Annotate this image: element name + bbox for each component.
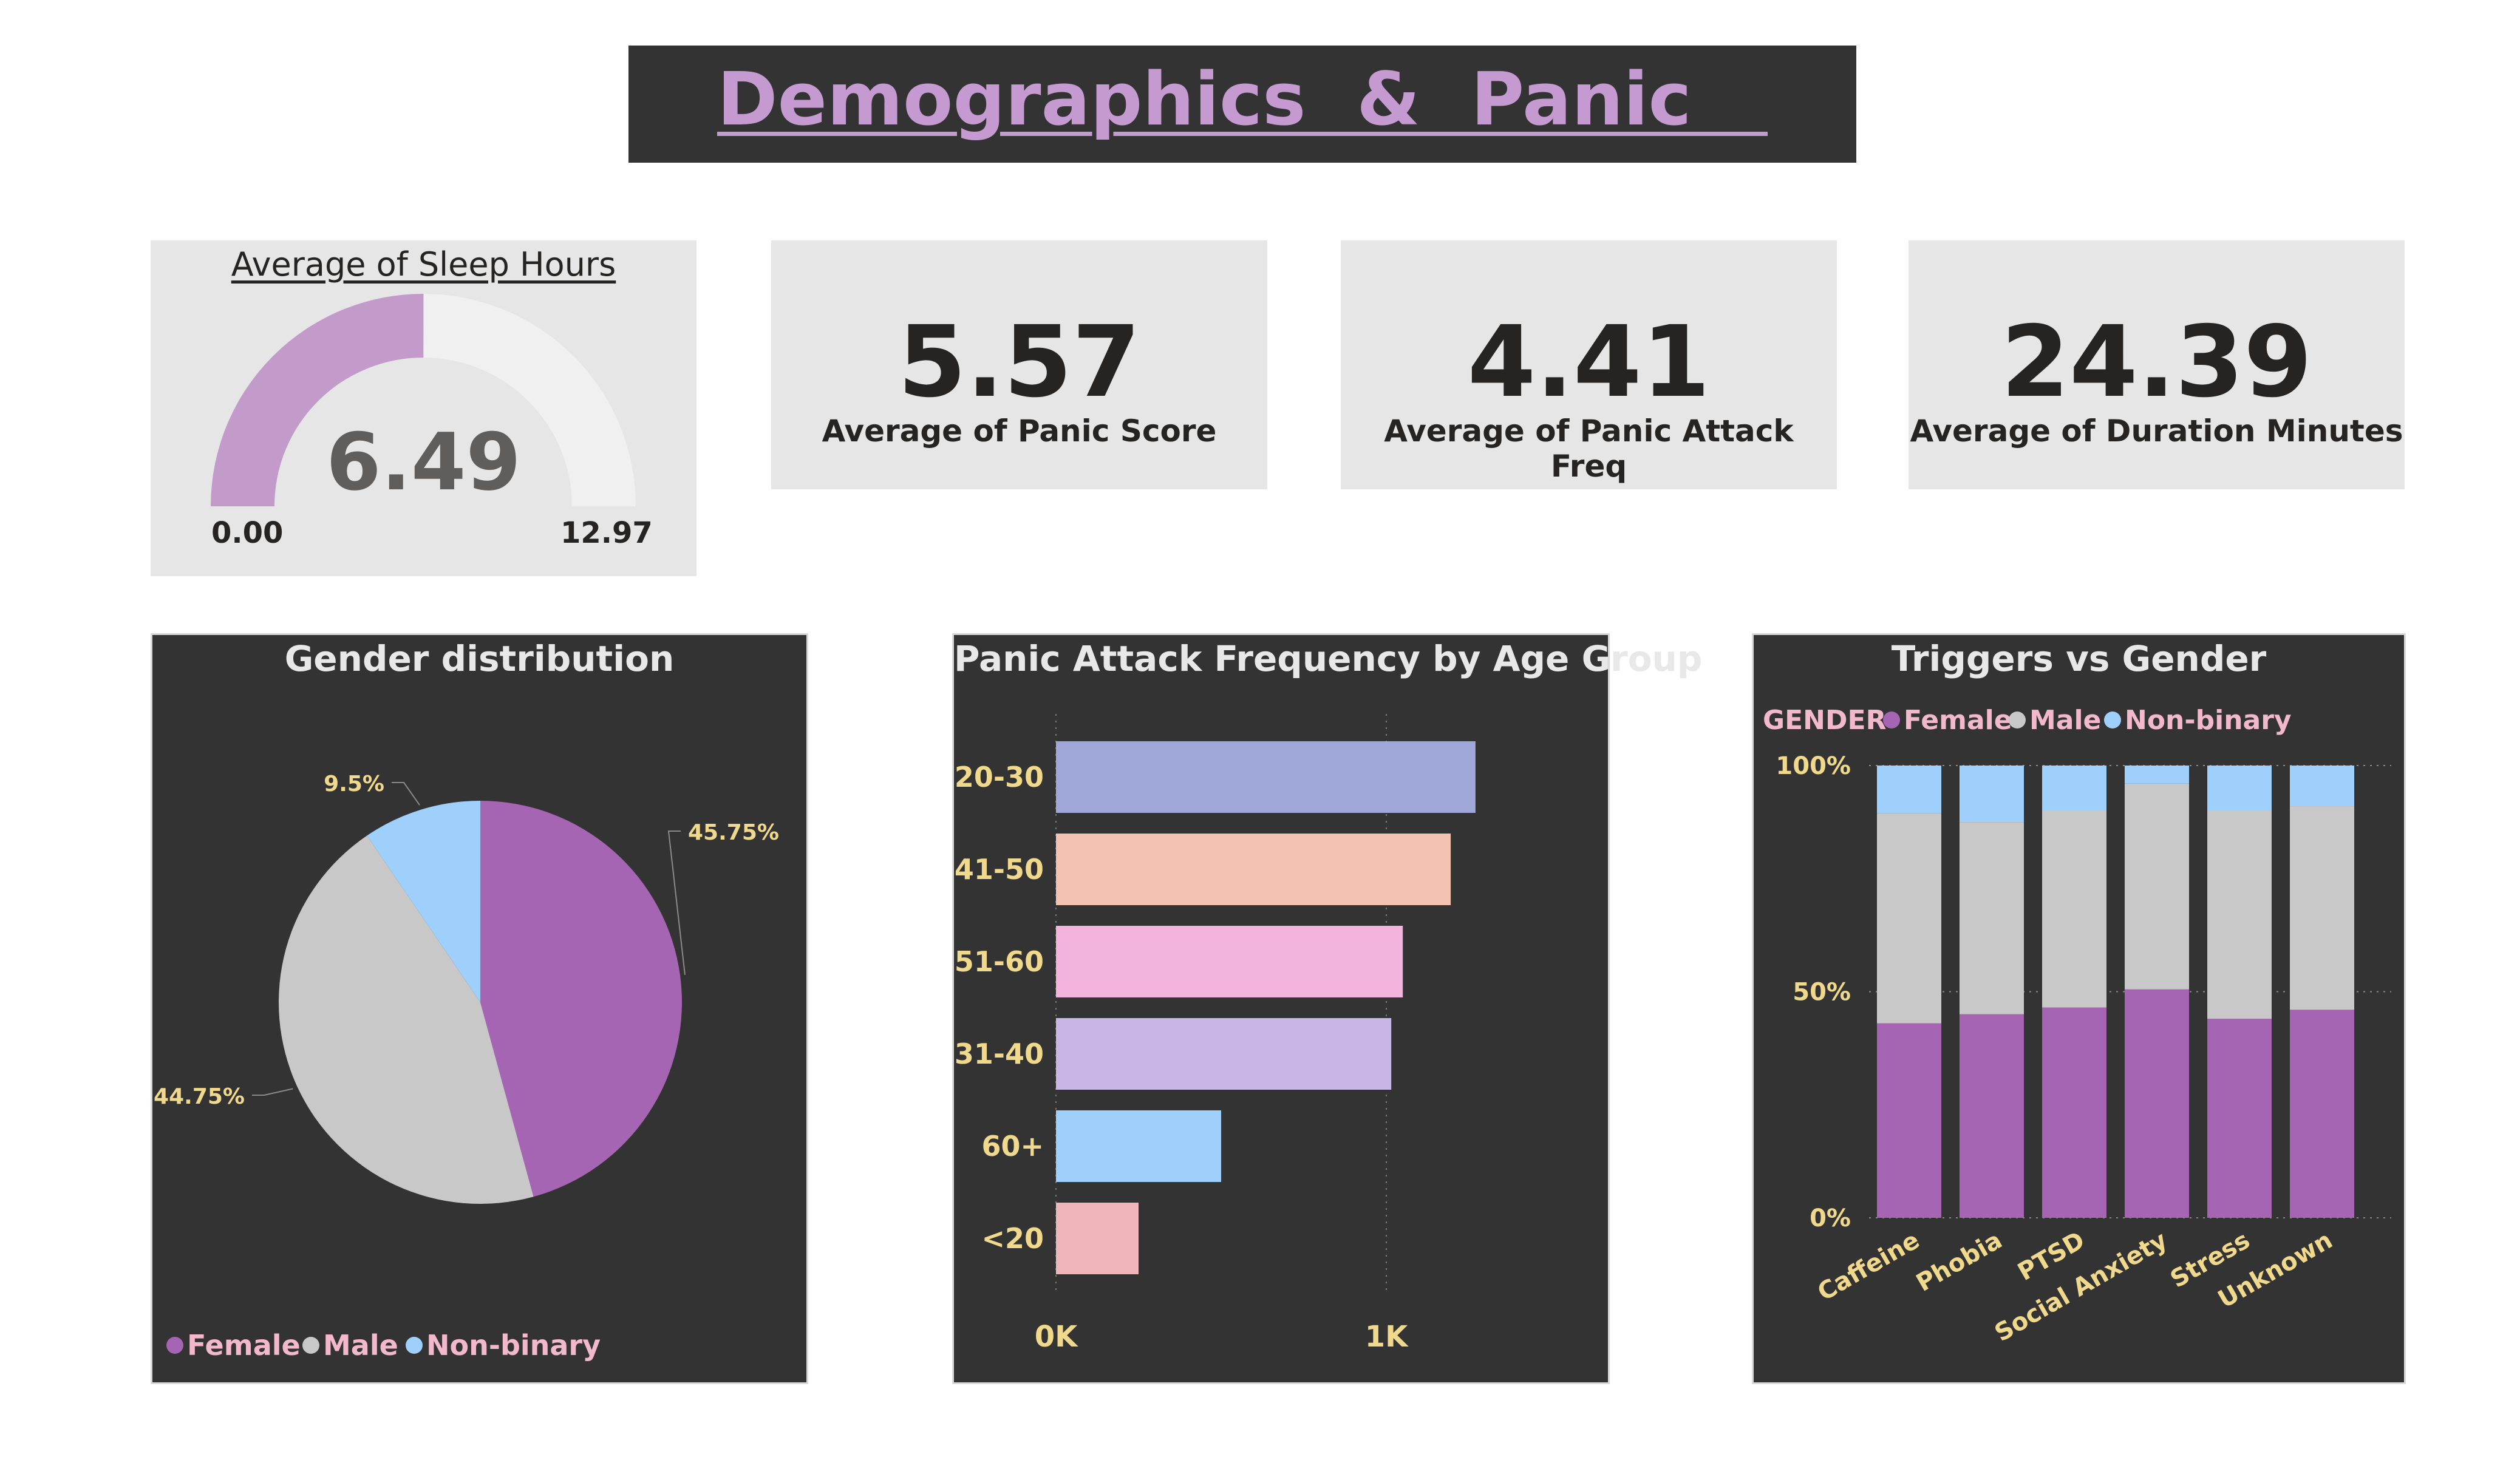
gender-distribution-panel[interactable]: Gender distribution 45.75% 44.75% 9.5% Fema…: [151, 633, 808, 1384]
bar-segment-female: [1877, 1023, 1941, 1218]
legend-marker: [166, 1337, 183, 1354]
pie-leader-line: [392, 782, 420, 806]
bar-segment-male: [1877, 813, 1941, 1024]
x-tick-label: Caffeine: [1813, 1226, 1924, 1306]
bar-<20: [1056, 1203, 1139, 1274]
bar-segment-female: [2290, 1010, 2354, 1218]
pie-leader-line: [252, 1088, 293, 1096]
stacked-bar-chart: GENDER Female Male Non-binary 0% 50% 100% Caffe…: [1763, 705, 2391, 1347]
chart-title: Panic Attack Frequency by Age Group: [954, 638, 1703, 679]
legend-label: Non-binary: [426, 1329, 601, 1362]
legend-marker: [2104, 712, 2121, 728]
y-tick-label: 0%: [1810, 1204, 1851, 1232]
gauge-fill: [211, 294, 424, 506]
gauge-title: Average of Sleep Hours: [231, 245, 616, 284]
kpi-label: Average of Panic Attack Freq: [1384, 413, 1794, 484]
y-tick-label: 51-60: [955, 945, 1044, 978]
bar-segment-non-binary: [2125, 766, 2189, 784]
legend-title: GENDER: [1763, 705, 1886, 736]
bar-segment-female: [1960, 1014, 2024, 1218]
kpi-label: Average of Duration Minutes: [1910, 413, 2403, 449]
bar-51-60: [1056, 926, 1403, 997]
chart-title: Triggers vs Gender: [1891, 638, 2267, 679]
legend-marker: [1883, 712, 1900, 728]
legend-label: Male: [323, 1329, 398, 1362]
bar-60+: [1056, 1110, 1221, 1182]
bar-segment-male: [1960, 822, 2024, 1014]
legend-marker: [2009, 712, 2026, 728]
y-tick-label: 31-40: [955, 1038, 1044, 1070]
kpi-card-panic-freq[interactable]: 4.41 Average of Panic Attack Freq: [1341, 240, 1837, 489]
legend-label: Female: [1904, 705, 2012, 736]
y-tick-label: <20: [981, 1222, 1044, 1255]
bar-segment-non-binary: [1877, 766, 1941, 813]
bar-segment-non-binary: [2290, 766, 2354, 807]
bar-segment-non-binary: [2207, 766, 2272, 811]
x-tick-label: Phobia: [1912, 1226, 2007, 1297]
y-tick-label: 100%: [1776, 752, 1851, 780]
bar-chart: 20-30 41-50 51-60 31-40 60+ <20 0K 1K: [955, 714, 1476, 1354]
pie-chart: 45.75% 44.75% 9.5% Female Male Non-binary: [154, 772, 779, 1362]
gauge-min-label: 0.00: [211, 516, 284, 550]
bar-41-50: [1056, 834, 1451, 905]
bar-segment-non-binary: [2042, 766, 2106, 811]
kpi-card-panic-score[interactable]: 5.57 Average of Panic Score: [771, 240, 1267, 489]
sleep-gauge-card[interactable]: Average of Sleep Hours 6.49 0.00 12.97: [151, 240, 696, 576]
bar-segment-female: [2207, 1019, 2272, 1218]
gauge-value: 6.49: [326, 416, 521, 508]
legend-label: Female: [187, 1329, 301, 1362]
pie-data-label: 45.75%: [688, 820, 779, 845]
pie-slice-non-binary: [367, 801, 480, 1002]
y-tick-label: 20-30: [955, 761, 1044, 793]
legend-marker: [406, 1337, 423, 1354]
legend-marker: [302, 1337, 319, 1354]
x-tick-label: 0K: [1035, 1320, 1078, 1354]
x-tick-label: 1K: [1365, 1320, 1409, 1354]
y-tick-label: 60+: [981, 1130, 1044, 1163]
kpi-value: 5.57: [897, 305, 1141, 419]
bar-segment-male: [2042, 810, 2106, 1008]
bar-segment-female: [2042, 1007, 2106, 1218]
bar-20-30: [1056, 741, 1476, 813]
kpi-label: Average of Panic Score: [822, 413, 1217, 449]
legend-label: Non-binary: [2125, 705, 2292, 736]
bar-segment-non-binary: [1960, 766, 2024, 823]
pie-slice-female: [480, 801, 682, 1197]
chart-title: Gender distribution: [284, 638, 675, 679]
bar-segment-male: [2207, 810, 2272, 1019]
pie-data-label: 9.5%: [324, 772, 384, 796]
kpi-value: 4.41: [1467, 305, 1711, 419]
bar-segment-male: [2125, 783, 2189, 990]
pie-data-label: 44.75%: [154, 1084, 245, 1109]
pie-slice-male: [278, 835, 534, 1204]
y-tick-label: 41-50: [955, 853, 1044, 886]
bar-31-40: [1056, 1018, 1392, 1090]
legend-label: Male: [2029, 705, 2101, 736]
y-tick-label: 50%: [1793, 979, 1851, 1007]
gauge-arc: [211, 294, 636, 506]
dashboard-title: Demographics & Panic: [717, 58, 1768, 142]
kpi-value: 24.39: [2001, 305, 2312, 419]
kpi-card-duration[interactable]: 24.39 Average of Duration Minutes: [1909, 240, 2405, 489]
pie-leader-line: [667, 830, 686, 975]
gauge-max-label: 12.97: [560, 516, 653, 550]
title-banner: Demographics & Panic: [628, 46, 1856, 163]
age-group-panel[interactable]: Panic Attack Frequency by Age Group 20-3…: [952, 633, 1703, 1384]
bar-segment-male: [2290, 806, 2354, 1010]
triggers-gender-panel[interactable]: Triggers vs Gender GENDER Female Male Non-b…: [1752, 633, 2406, 1384]
bar-segment-female: [2125, 989, 2189, 1218]
